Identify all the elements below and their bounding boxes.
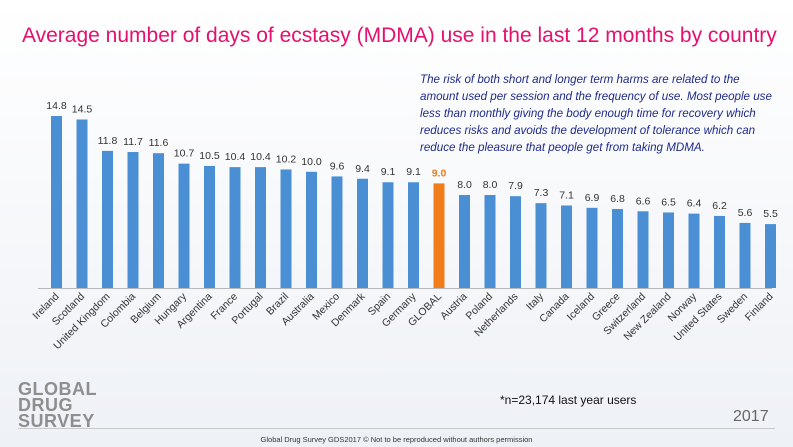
- sample-size-note: *n=23,174 last year users: [500, 393, 637, 407]
- value-label: 7.1: [559, 189, 574, 201]
- value-label: 9.1: [406, 166, 421, 178]
- bar-canada: [561, 205, 572, 288]
- value-label: 6.2: [712, 200, 727, 212]
- value-label: 11.8: [98, 135, 118, 147]
- value-label: 10.4: [250, 151, 271, 163]
- bar-italy: [535, 203, 547, 288]
- value-label: 10.2: [276, 153, 297, 165]
- bar-spain: [382, 182, 394, 288]
- value-label: 10.7: [174, 148, 195, 160]
- explanatory-note: The risk of both short and longer term h…: [420, 73, 772, 154]
- bar-scotland: [76, 119, 88, 289]
- bar-united-states: [714, 215, 725, 288]
- global-drug-survey-logo: GLOBAL DRUG SURVEY: [18, 379, 97, 431]
- value-label: 6.5: [661, 196, 676, 208]
- value-label: 9.1: [381, 166, 396, 178]
- bar-switzerland: [637, 211, 649, 288]
- value-label: 14.8: [46, 100, 67, 112]
- bar-norway: [688, 213, 700, 288]
- bar-new-zealand: [663, 212, 674, 288]
- value-label: 6.6: [636, 195, 651, 207]
- footer-divider: [18, 428, 775, 429]
- value-label: 5.5: [763, 208, 778, 220]
- logo-line-3: SURVEY: [18, 411, 95, 431]
- bar-colombia: [127, 152, 139, 288]
- value-label: 10.0: [301, 156, 322, 168]
- value-label: 14.5: [72, 103, 93, 115]
- bar-brazil: [280, 169, 292, 288]
- category-label: Austria: [438, 291, 470, 323]
- value-label: 5.6: [738, 207, 753, 219]
- logo-line-1: GLOBAL: [18, 379, 97, 399]
- category-label: Finland: [743, 291, 776, 324]
- value-label: 8.0: [483, 179, 498, 191]
- bar-global: [433, 183, 445, 288]
- bar-finland: [765, 224, 776, 288]
- bar-austria: [459, 195, 470, 288]
- value-label: 9.4: [355, 163, 370, 175]
- value-label: 10.4: [225, 151, 246, 163]
- bar-france: [229, 167, 241, 288]
- value-label: 7.9: [508, 180, 523, 192]
- value-label: 10.5: [199, 150, 220, 162]
- survey-year: 2017: [733, 408, 769, 425]
- bar-greece: [612, 208, 623, 288]
- logo-line-2: DRUG: [18, 395, 73, 415]
- bar-australia: [306, 171, 317, 288]
- bar-mexico: [331, 176, 343, 288]
- value-label: 6.4: [687, 198, 702, 210]
- value-label: 9.6: [330, 160, 345, 172]
- value-label: 6.8: [610, 193, 625, 205]
- value-label: 8.0: [457, 179, 472, 191]
- bar-iceland: [586, 207, 598, 288]
- bar-poland: [484, 195, 496, 288]
- value-label: 11.7: [123, 136, 143, 148]
- value-label: 6.9: [585, 192, 600, 204]
- bar-argentina: [204, 165, 215, 288]
- copyright-footer: Global Drug Survey GDS2017 © Not to be r…: [260, 435, 533, 444]
- bar-united-kingdom: [102, 150, 113, 288]
- bar-germany: [408, 182, 419, 288]
- value-label: 9.0: [432, 167, 447, 179]
- bar-ireland: [51, 116, 62, 288]
- chart-title: Average number of days of ecstasy (MDMA)…: [22, 24, 777, 47]
- bar-belgium: [153, 153, 164, 288]
- bar-denmark: [357, 178, 368, 288]
- bar-netherlands: [510, 196, 521, 288]
- value-label: 7.3: [534, 187, 549, 199]
- value-label: 11.6: [149, 137, 169, 149]
- bar-sweden: [739, 222, 751, 288]
- bar-hungary: [178, 163, 190, 288]
- bar-portugal: [255, 167, 266, 288]
